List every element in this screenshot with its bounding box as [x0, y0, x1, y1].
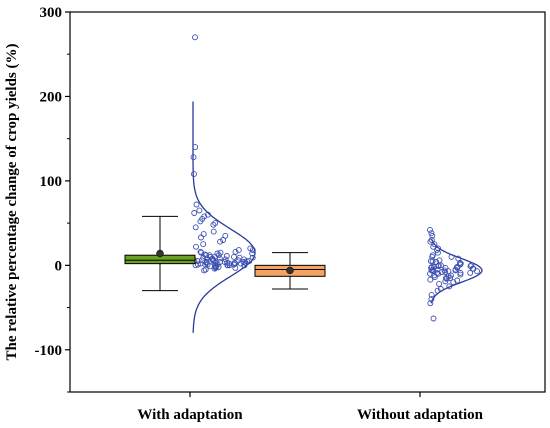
- data-point: [212, 264, 219, 271]
- data-point: [198, 249, 205, 256]
- data-point: [443, 275, 449, 281]
- data-point: [231, 259, 238, 266]
- data-point: [457, 269, 464, 276]
- y-tick-label: -100: [35, 343, 63, 359]
- data-point: [192, 34, 198, 41]
- data-point: [467, 269, 474, 276]
- data-point: [474, 268, 480, 275]
- distribution-curves: [192, 101, 483, 333]
- data-point: [216, 255, 223, 262]
- data-point: [429, 253, 436, 260]
- data-point: [249, 250, 256, 257]
- data-point: [448, 253, 455, 260]
- data-point: [428, 230, 435, 237]
- data-point: [210, 221, 217, 228]
- data-point: [203, 259, 210, 266]
- data-point: [220, 237, 227, 243]
- box-plots: [124, 215, 326, 292]
- y-tick-label: 0: [55, 258, 63, 274]
- y-tick-label: 300: [40, 5, 63, 21]
- labels: -100 0 100 200 300 The relative percentage ch…: [4, 5, 484, 423]
- data-point: [249, 254, 256, 261]
- data-point: [427, 276, 434, 283]
- mean-marker: [286, 266, 294, 275]
- data-point: [222, 256, 229, 263]
- data-point: [434, 287, 441, 294]
- data-point: [232, 248, 239, 255]
- data-point: [442, 278, 449, 285]
- data-point: [428, 296, 435, 303]
- data-point: [429, 258, 436, 265]
- data-point: [428, 267, 435, 274]
- data-point: [211, 265, 218, 272]
- data-point: [435, 262, 442, 269]
- y-tick-label: 100: [40, 174, 63, 190]
- data-point: [434, 249, 441, 256]
- data-point: [446, 283, 453, 290]
- data-point: [191, 210, 198, 216]
- data-point: [241, 256, 248, 263]
- data-point: [197, 218, 204, 225]
- mean-marker: [156, 249, 164, 258]
- density-curve: [192, 101, 256, 333]
- data-point: [223, 253, 230, 259]
- data-point: [429, 232, 436, 239]
- data-point: [427, 226, 433, 233]
- data-point: [214, 250, 221, 257]
- data-point: [431, 274, 438, 281]
- data-point: [200, 231, 207, 238]
- data-point: [442, 269, 449, 276]
- x-category-label: Without adaptation: [357, 407, 484, 423]
- data-point: [450, 279, 457, 286]
- data-point: [237, 260, 244, 267]
- data-point: [437, 262, 444, 269]
- scatter-points: [190, 34, 480, 322]
- y-axis-title: The relative percentage change of crop y…: [4, 43, 20, 360]
- data-point: [217, 238, 224, 245]
- data-point: [192, 224, 199, 231]
- data-point: [442, 264, 449, 271]
- data-point: [203, 252, 210, 259]
- data-point: [427, 300, 434, 307]
- data-point: [201, 267, 208, 274]
- data-point: [192, 144, 199, 151]
- data-point: [198, 234, 204, 241]
- data-point: [249, 247, 256, 254]
- data-point: [190, 154, 197, 161]
- data-point: [437, 286, 444, 292]
- data-point: [205, 211, 211, 218]
- data-point: [428, 237, 435, 243]
- data-point: [226, 262, 233, 269]
- data-point: [204, 261, 211, 268]
- plot-frame: [69, 11, 546, 393]
- y-tick-label: 200: [40, 89, 63, 105]
- data-point: [196, 207, 203, 214]
- data-point: [430, 315, 437, 322]
- axes: [65, 11, 546, 397]
- data-point: [241, 262, 248, 269]
- data-point: [221, 259, 228, 265]
- data-point: [436, 280, 443, 287]
- data-point: [447, 272, 454, 279]
- x-category-label: With adaptation: [137, 407, 243, 423]
- data-point: [435, 263, 442, 270]
- data-point: [454, 264, 460, 270]
- data-point: [428, 291, 435, 298]
- data-point: [447, 275, 454, 281]
- data-point: [210, 228, 217, 235]
- data-point: [191, 171, 197, 178]
- data-point: [200, 241, 207, 248]
- data-point: [235, 247, 242, 254]
- data-point: [193, 201, 200, 208]
- data-point: [231, 253, 237, 260]
- data-point: [452, 267, 459, 274]
- data-point: [212, 220, 219, 227]
- data-point: [193, 243, 199, 250]
- data-point: [197, 248, 204, 255]
- data-point: [434, 247, 440, 254]
